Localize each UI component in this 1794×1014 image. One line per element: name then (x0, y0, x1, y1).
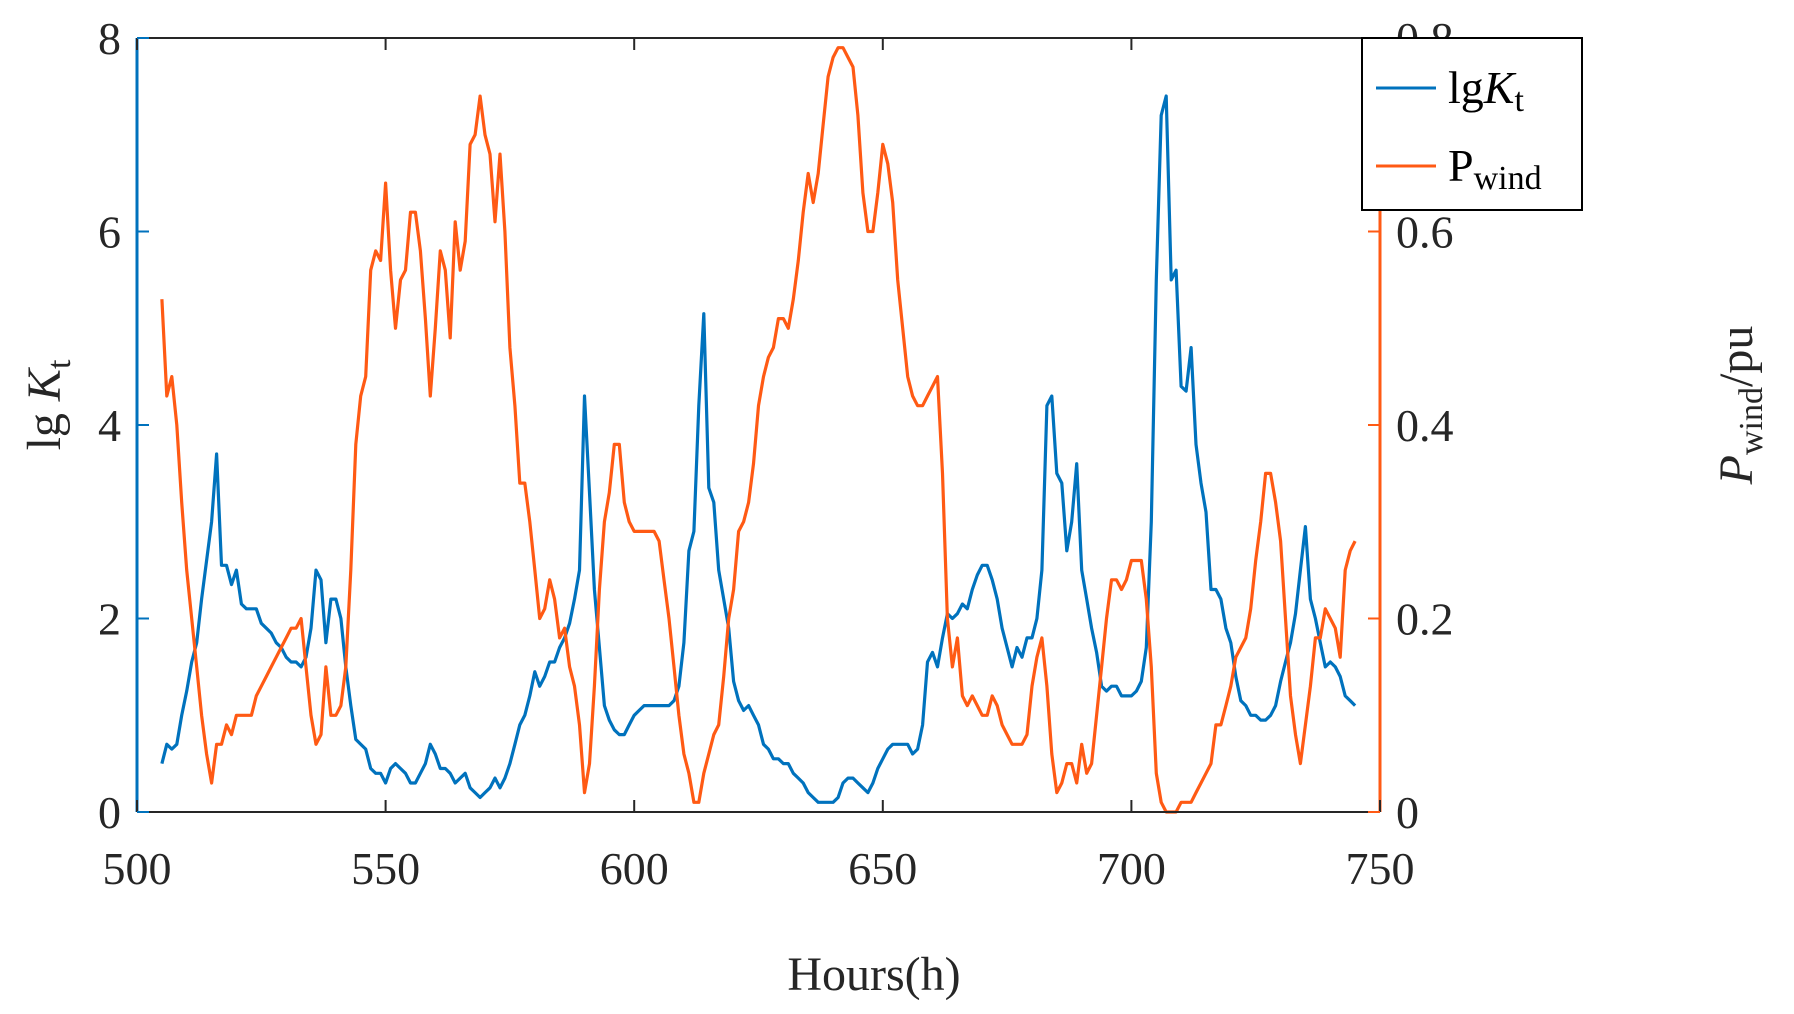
legend-label-lgkt: lgKt (1448, 62, 1524, 119)
y-left-tick-label: 6 (98, 207, 121, 258)
legend-box (1361, 37, 1583, 211)
legend: lgKt Pwind (1361, 37, 1583, 211)
legend-label-pwind: Pwind (1448, 140, 1542, 197)
y-right-axis-label: Pwind/pu (1710, 326, 1770, 486)
y-left-label-sub: t (41, 359, 78, 369)
x-tick-label: 550 (351, 843, 420, 894)
y-left-tick-label: 8 (98, 13, 121, 64)
y-right-tick-label: 0.4 (1396, 400, 1454, 451)
x-axis-label: Hours(h) (787, 948, 960, 1001)
x-tick-label: 650 (848, 843, 917, 894)
x-tick-label: 500 (103, 843, 172, 894)
series-layer (160, 46, 1357, 814)
y-right-tick-label: 0.6 (1396, 207, 1454, 258)
y-left-tick-label: 4 (98, 400, 121, 451)
y-right-tick-label: 0 (1396, 787, 1419, 838)
y-left-tick-label: 0 (98, 787, 121, 838)
y-right-label-tail: /pu (1710, 326, 1763, 387)
y-left-tick-label: 2 (98, 594, 121, 645)
series-line-lgkt (160, 94, 1357, 804)
legend-pwind-sub: wind (1474, 160, 1542, 197)
y-right-label-sub: wind (1733, 387, 1770, 455)
series-line-pwind (160, 46, 1357, 814)
x-tick-label: 600 (600, 843, 669, 894)
legend-lgkt-italic: K (1483, 62, 1517, 113)
y-left-label-italic: K (18, 366, 71, 402)
y-left-axis-label: lg Kt (18, 359, 78, 450)
legend-lgkt-main: lg (1448, 62, 1484, 113)
y-right-tick-label: 0.2 (1396, 594, 1454, 645)
y-left-label-main: lg (18, 401, 71, 450)
x-tick-label: 700 (1097, 843, 1166, 894)
x-tick-label: 750 (1346, 843, 1415, 894)
legend-pwind-main: P (1448, 140, 1474, 191)
y-right-label-italic: P (1710, 455, 1763, 485)
legend-lgkt-sub: t (1514, 82, 1524, 119)
